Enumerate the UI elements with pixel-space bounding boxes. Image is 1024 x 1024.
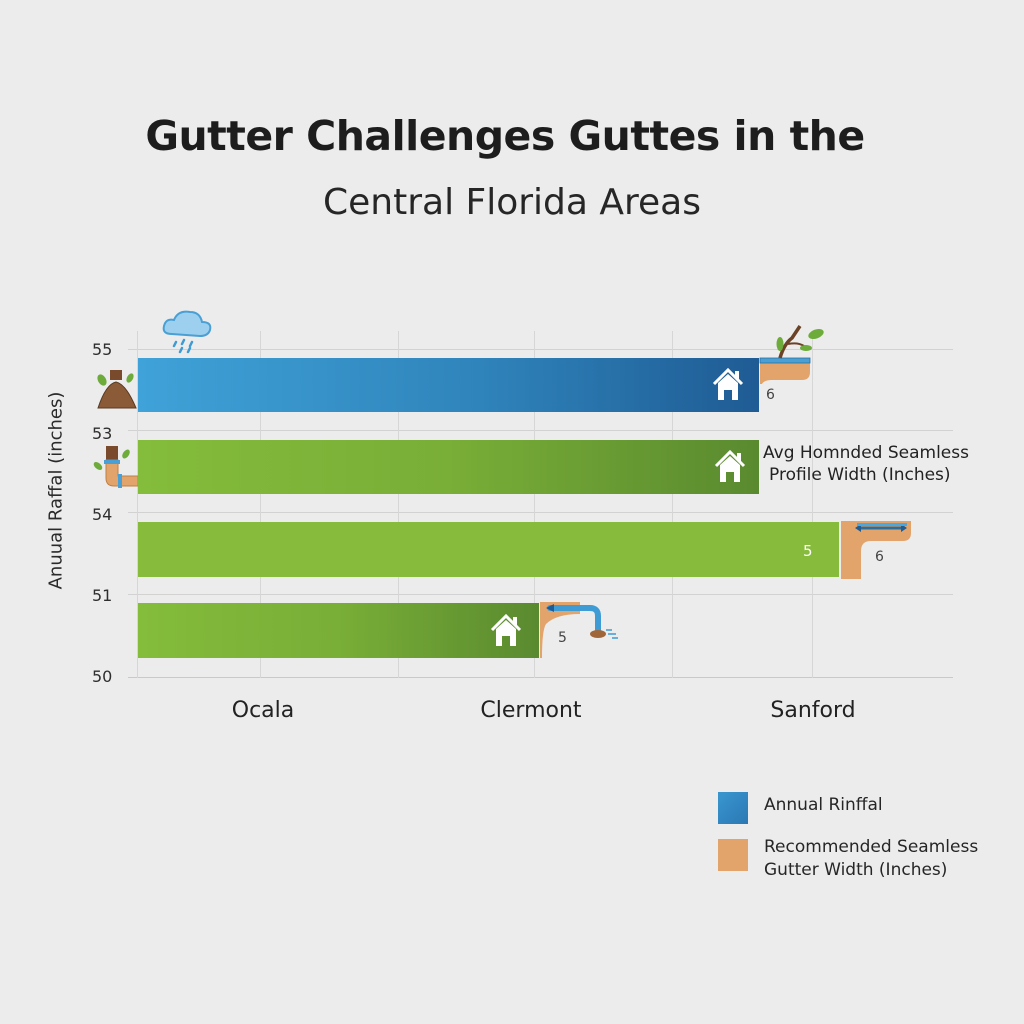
house-icon [490,613,522,646]
bar-green-4[interactable] [138,603,539,658]
gridline [128,512,953,513]
bar-annotation: Avg Homnded Seamless Profile Width (Inch… [763,442,969,486]
annotation-line-1: Avg Homnded Seamless [763,443,969,463]
legend-label-line-2: Gutter Width (Inches) [764,860,948,880]
y-axis-line [137,331,138,678]
y-tick-label: 51 [92,586,113,605]
bar-value-label: 5 [558,630,567,646]
gridline [534,331,535,678]
bar-green-2[interactable] [138,440,759,494]
gridline [128,594,953,595]
gridline [128,430,953,431]
x-axis-line [128,677,953,678]
gutter-width-arrow-icon [841,521,911,579]
gridline [128,349,953,350]
bar-annual-rainfall[interactable] [138,358,759,412]
legend-swatch-gutter-width [718,839,748,871]
downspout-icon [540,602,618,658]
annotation-line-2: Profile Width (Inches) [769,465,951,485]
y-tick-label: 53 [92,424,113,443]
gridline [812,331,813,678]
y-tick-label: 55 [92,340,113,359]
bar-value-label: 6 [766,387,775,403]
chart-title: Gutter Challenges Guttes in the [145,112,865,160]
gridline [672,331,673,678]
bar-value-label: 6 [875,549,884,565]
bar-green-3[interactable] [138,522,839,577]
soil-pot-icon [97,370,137,409]
rain-cloud-icon [162,310,212,354]
y-tick-label: 54 [92,505,113,524]
legend-swatch-rainfall [718,792,748,824]
gridline [398,331,399,678]
tree-gutter-icon [759,325,824,384]
x-tick-label: Ocala [231,698,295,723]
legend-label-rainfall: Annual Rinffal [764,795,883,815]
house-icon [712,367,744,400]
house-icon [714,449,746,482]
x-tick-label: Sanford [770,698,856,723]
legend-label-line-1: Recommended Seamless [764,837,979,857]
chart-subtitle: Central Florida Areas [322,182,702,223]
x-tick-label: Clermont [480,698,582,723]
pipe-elbow-icon [93,446,138,488]
bar-inner-label: 5 [803,542,813,560]
y-axis-label: Anuual Raffal (inches) [45,391,67,590]
y-tick-label: 50 [92,667,113,686]
gridline [260,331,261,678]
legend-label-gutter-width: Recommended Seamless Gutter Width (Inche… [764,836,978,882]
